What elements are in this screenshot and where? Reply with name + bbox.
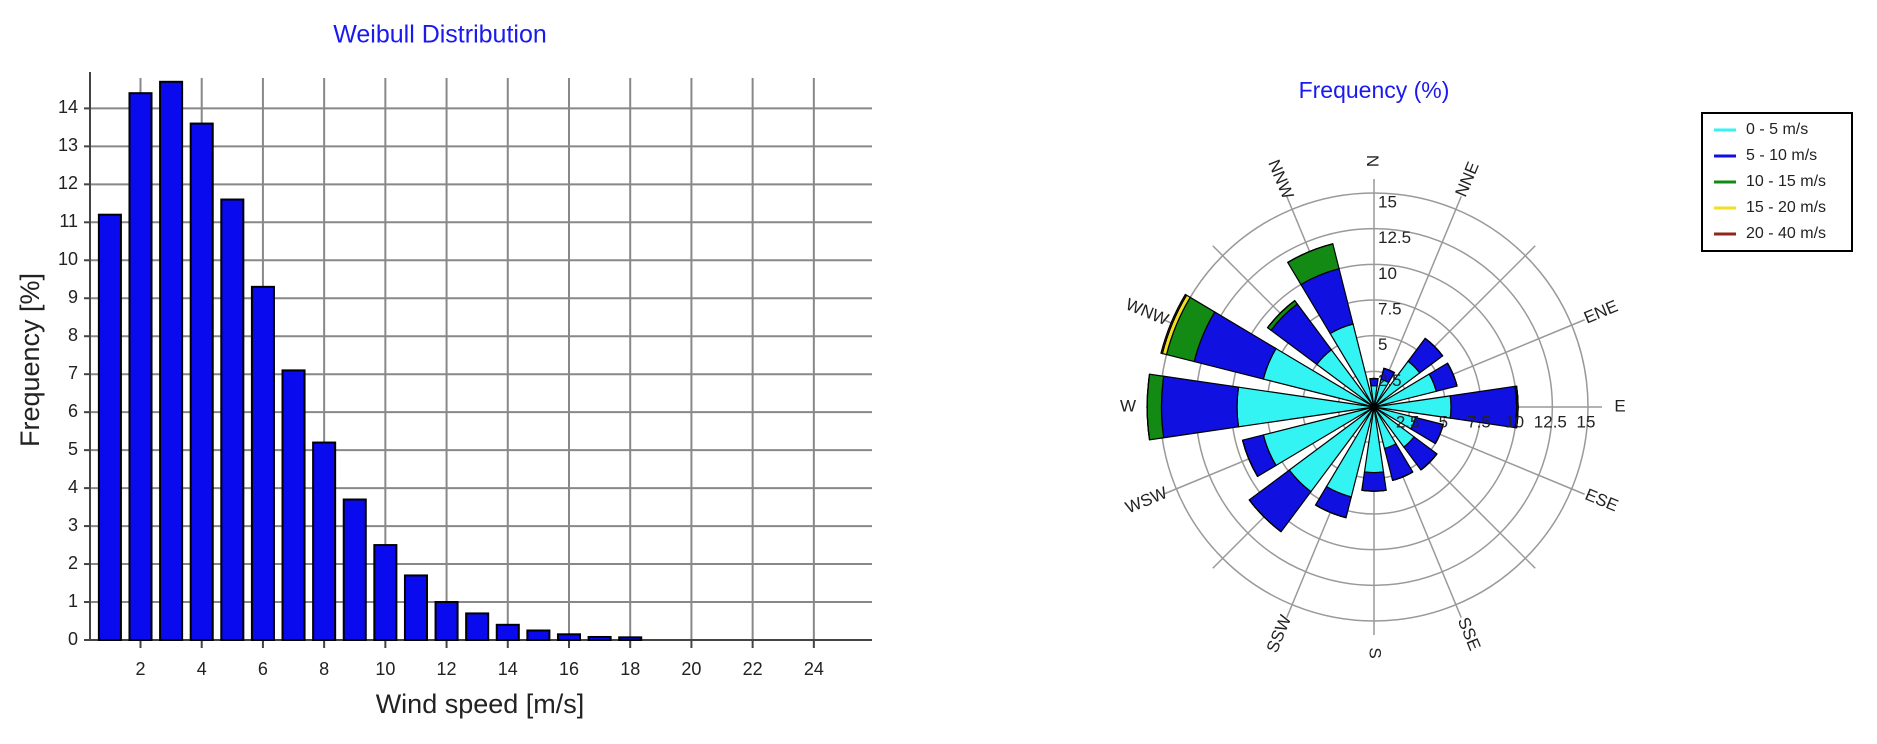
r-tick-label: 12.5 bbox=[1378, 228, 1411, 247]
wedge-segment bbox=[1160, 293, 1188, 355]
bar bbox=[220, 198, 245, 641]
chart-title: Frequency (%) bbox=[1299, 77, 1450, 103]
y-tick-label: 13 bbox=[58, 135, 78, 155]
x-tick-label: 12 bbox=[437, 659, 457, 679]
y-tick-label: 1 bbox=[68, 591, 78, 611]
y-tick-label: 10 bbox=[58, 249, 78, 269]
bar bbox=[587, 635, 612, 641]
y-tick-label: 14 bbox=[58, 97, 78, 117]
r-tick-label: 15 bbox=[1378, 192, 1397, 211]
bar bbox=[189, 122, 214, 641]
r-tick-label: 12.5 bbox=[1534, 412, 1567, 431]
legend-label: 5 - 10 m/s bbox=[1746, 147, 1817, 164]
wedge-segment bbox=[1434, 424, 1444, 444]
bar bbox=[342, 498, 367, 641]
x-tick-label: 20 bbox=[681, 659, 701, 679]
bar bbox=[403, 574, 428, 641]
x-tick-label: 6 bbox=[258, 659, 268, 679]
direction-label: NNW bbox=[1264, 157, 1297, 202]
wedge-segment bbox=[1287, 243, 1333, 263]
x-tick-label: 14 bbox=[498, 659, 518, 679]
x-tick-label: 16 bbox=[559, 659, 579, 679]
wedge-segment bbox=[1248, 499, 1282, 533]
y-tick-label: 9 bbox=[68, 287, 78, 307]
y-tick-label: 6 bbox=[68, 401, 78, 421]
bar bbox=[556, 633, 582, 642]
bar bbox=[434, 601, 459, 642]
wedge-segment bbox=[1236, 386, 1375, 428]
direction-label: WSW bbox=[1123, 483, 1170, 517]
wedge-segment bbox=[1392, 471, 1414, 481]
x-tick-label: 4 bbox=[197, 659, 207, 679]
wedge-segment bbox=[1446, 362, 1458, 387]
y-tick-label: 4 bbox=[68, 477, 78, 497]
direction-label: E bbox=[1614, 396, 1625, 415]
bar bbox=[495, 623, 520, 641]
direction-label: SSW bbox=[1263, 612, 1295, 655]
direction-label: SSE bbox=[1454, 615, 1485, 654]
bar bbox=[373, 544, 398, 641]
wedge-segment bbox=[1420, 453, 1438, 471]
y-tick-label: 0 bbox=[68, 629, 78, 649]
r-tick-label: 7.5 bbox=[1467, 412, 1491, 431]
direction-label: ESE bbox=[1582, 485, 1621, 516]
x-tick-label: 10 bbox=[375, 659, 395, 679]
bar bbox=[128, 92, 153, 641]
direction-label: W bbox=[1120, 396, 1136, 415]
wedge-segment bbox=[1369, 377, 1379, 387]
r-tick-label: 10 bbox=[1505, 412, 1524, 431]
x-tick-label: 2 bbox=[135, 659, 145, 679]
x-tick-label: 22 bbox=[743, 659, 763, 679]
legend-label: 20 - 40 m/s bbox=[1746, 225, 1826, 242]
y-tick-label: 3 bbox=[68, 515, 78, 535]
legend-label: 10 - 15 m/s bbox=[1746, 173, 1826, 190]
bar bbox=[97, 213, 122, 641]
wedge-segment bbox=[1361, 471, 1387, 492]
y-tick-label: 8 bbox=[68, 325, 78, 345]
r-tick-label: 15 bbox=[1577, 412, 1596, 431]
y-tick-label: 5 bbox=[68, 439, 78, 459]
x-tick-label: 24 bbox=[804, 659, 824, 679]
r-tick-label: 2.5 bbox=[1378, 371, 1402, 390]
direction-label: WNW bbox=[1123, 295, 1171, 330]
r-tick-label: 2.5 bbox=[1396, 412, 1420, 431]
bar bbox=[281, 369, 306, 641]
x-tick-label: 8 bbox=[319, 659, 329, 679]
bar bbox=[465, 612, 490, 642]
bar bbox=[526, 629, 551, 642]
direction-label: S bbox=[1366, 647, 1385, 658]
direction-label: NNE bbox=[1452, 159, 1483, 199]
r-tick-label: 7.5 bbox=[1378, 299, 1402, 318]
x-tick-label: 18 bbox=[620, 659, 640, 679]
bar bbox=[159, 80, 184, 641]
x-axis-label: Wind speed [m/s] bbox=[376, 689, 585, 719]
wedge-segment bbox=[1160, 375, 1240, 439]
wedge-segment bbox=[1267, 300, 1296, 329]
y-tick-label: 2 bbox=[68, 553, 78, 573]
legend-label: 15 - 20 m/s bbox=[1746, 199, 1826, 216]
y-tick-label: 12 bbox=[58, 173, 78, 193]
r-tick-label: 10 bbox=[1378, 264, 1397, 283]
r-tick-label: 5 bbox=[1439, 412, 1448, 431]
direction-label: N bbox=[1363, 155, 1382, 167]
y-axis-label: Frequency [%] bbox=[15, 273, 45, 447]
legend-label: 0 - 5 m/s bbox=[1746, 121, 1808, 138]
chart-title: Weibull Distribution bbox=[333, 21, 547, 49]
wedge-segment bbox=[1146, 373, 1165, 441]
wedge-segment bbox=[1424, 337, 1444, 357]
y-tick-label: 7 bbox=[68, 363, 78, 383]
r-tick-label: 5 bbox=[1378, 335, 1387, 354]
y-tick-label: 11 bbox=[59, 211, 78, 231]
bar bbox=[250, 285, 275, 641]
direction-label: ENE bbox=[1581, 296, 1621, 327]
bar bbox=[618, 636, 643, 642]
wedge-segment bbox=[1315, 504, 1347, 519]
bar bbox=[312, 441, 337, 641]
